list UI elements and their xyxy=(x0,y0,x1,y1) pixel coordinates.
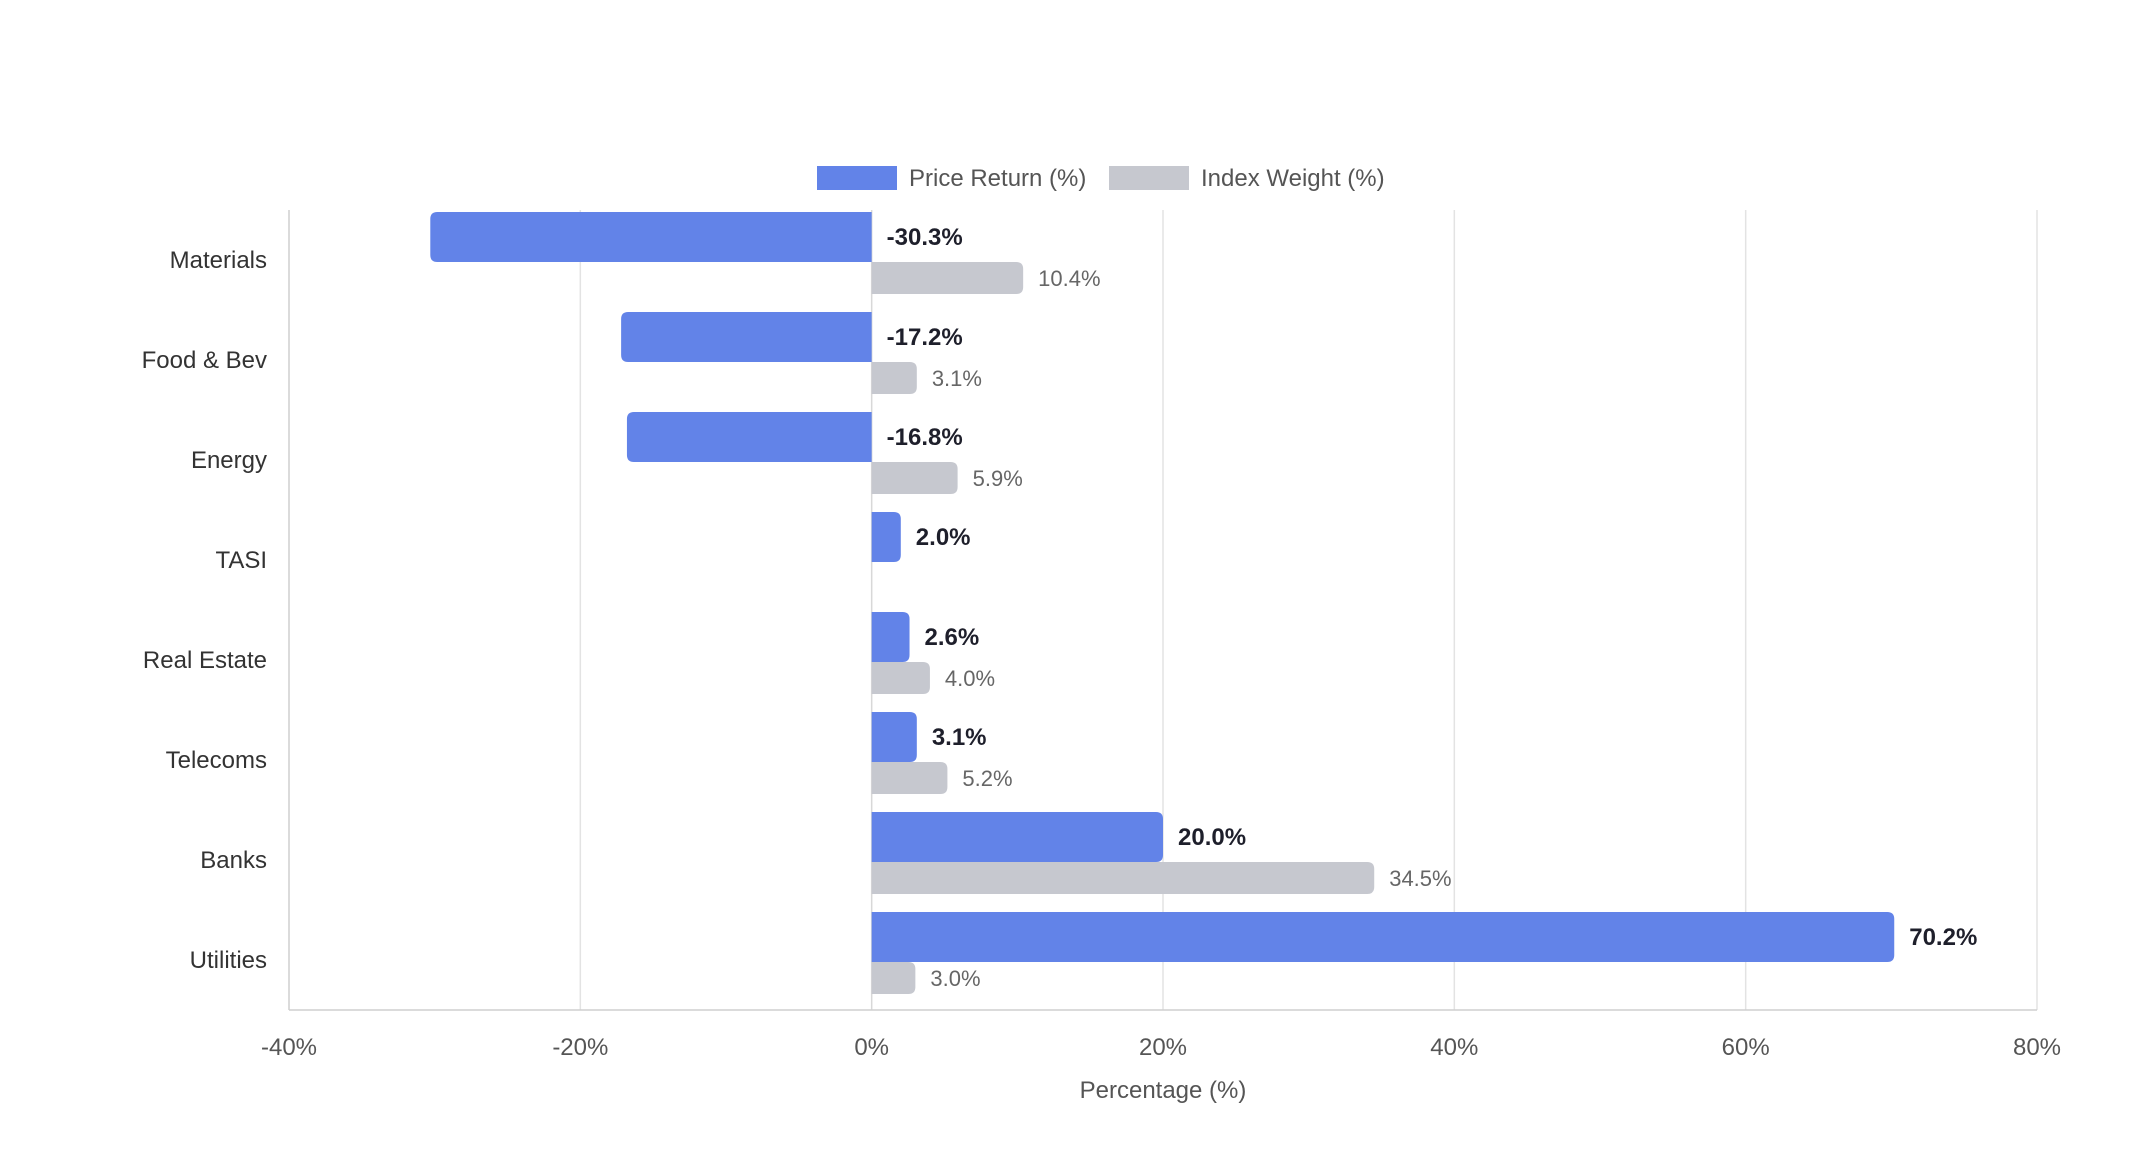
data-label-price-return: 3.1% xyxy=(932,724,987,751)
x-tick-label: 20% xyxy=(1139,1034,1187,1061)
data-labels: -30.3% 10.4% -17.2% 3.1% -16.8% 5.9% 2.0% 2.6% 4… xyxy=(887,224,1978,991)
data-label-index-weight: 3.1% xyxy=(932,366,982,391)
bar-price-return xyxy=(871,612,910,662)
x-axis-title: Percentage (%) xyxy=(1080,1077,1247,1104)
bar-index-weight xyxy=(871,362,917,394)
category-label: Banks xyxy=(200,847,267,874)
bar-index-weight xyxy=(871,862,1375,894)
data-label-price-return: 2.0% xyxy=(916,524,971,551)
category-label: TASI xyxy=(215,547,267,574)
data-label-price-return: 70.2% xyxy=(1909,924,1977,951)
category-label: Materials xyxy=(170,247,267,274)
bars xyxy=(430,212,1895,994)
data-label-index-weight: 10.4% xyxy=(1038,266,1100,291)
bar-price-return xyxy=(626,412,872,462)
data-label-index-weight: 3.0% xyxy=(930,966,980,991)
legend-label-index-weight: Index Weight (%) xyxy=(1201,165,1385,192)
bar-index-weight xyxy=(871,262,1024,294)
data-label-price-return: -17.2% xyxy=(887,324,963,351)
bar-index-weight xyxy=(871,762,948,794)
category-label: Energy xyxy=(191,447,267,474)
legend-label-price-return: Price Return (%) xyxy=(909,165,1086,192)
bar-index-weight xyxy=(871,662,930,694)
bar-index-weight xyxy=(871,462,958,494)
bar-price-return xyxy=(871,712,917,762)
category-label: Real Estate xyxy=(143,647,267,674)
bar-price-return xyxy=(871,812,1163,862)
bar-price-return xyxy=(621,312,872,362)
bar-price-return xyxy=(430,212,872,262)
x-tick-label: -40% xyxy=(261,1034,317,1061)
data-label-price-return: -30.3% xyxy=(887,224,963,251)
x-tick-label: 80% xyxy=(2013,1034,2061,1061)
x-tick-label: 60% xyxy=(1722,1034,1770,1061)
legend-swatch-price-return xyxy=(817,166,897,190)
data-label-index-weight: 5.2% xyxy=(962,766,1012,791)
bar-index-weight xyxy=(871,962,916,994)
data-label-price-return: 20.0% xyxy=(1178,824,1246,851)
x-tick-label: 0% xyxy=(854,1034,889,1061)
x-tick-label: 40% xyxy=(1430,1034,1478,1061)
data-label-index-weight: 34.5% xyxy=(1389,866,1451,891)
data-label-price-return: -16.8% xyxy=(887,424,963,451)
data-label-index-weight: 4.0% xyxy=(945,666,995,691)
bar-price-return xyxy=(871,912,1895,962)
legend: Price Return (%) Index Weight (%) xyxy=(817,165,1385,192)
x-axis-ticks: -40% -20% 0% 20% 40% 60% 80% xyxy=(261,1034,2061,1061)
category-label: Food & Bev xyxy=(142,347,267,374)
data-label-index-weight: 5.9% xyxy=(973,466,1023,491)
data-label-price-return: 2.6% xyxy=(925,624,980,651)
category-label: Telecoms xyxy=(166,747,267,774)
category-label: Utilities xyxy=(190,947,267,974)
bar-price-return xyxy=(871,512,901,562)
x-tick-label: -20% xyxy=(552,1034,608,1061)
legend-swatch-index-weight xyxy=(1109,166,1189,190)
category-labels: Materials Food & Bev Energy TASI Real Estate… xyxy=(142,247,267,974)
